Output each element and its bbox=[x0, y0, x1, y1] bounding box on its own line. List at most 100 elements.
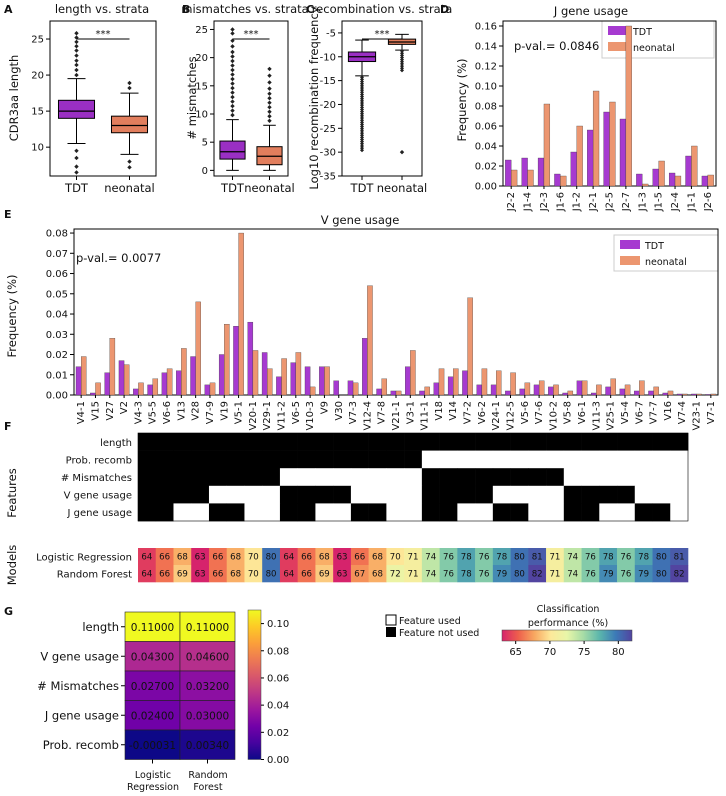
feature-cell bbox=[581, 433, 600, 451]
bar-neonatal-V13 bbox=[181, 348, 187, 396]
importance-cell bbox=[124, 729, 181, 760]
outlier-point bbox=[400, 68, 404, 73]
x-tick-label: neonatal bbox=[104, 181, 155, 195]
outlier-point bbox=[74, 39, 79, 45]
score-value: 82 bbox=[674, 570, 685, 580]
bar-TDT-V7-9 bbox=[204, 384, 211, 396]
feature-cell bbox=[333, 503, 352, 522]
feature-cell bbox=[191, 485, 210, 504]
bar-neonatal-J1-4 bbox=[527, 169, 534, 187]
g-row-label: # Mismatches bbox=[37, 679, 119, 693]
score-value: 74 bbox=[425, 570, 436, 580]
score-cell bbox=[315, 548, 334, 566]
feature-cell bbox=[138, 468, 157, 487]
feature-cell bbox=[563, 503, 582, 522]
x-tick-label: V5-1 bbox=[234, 401, 245, 424]
bar-TDT-V4-1 bbox=[75, 366, 82, 396]
outlier-point bbox=[74, 170, 79, 175]
x-tick-label: V5-8 bbox=[563, 401, 574, 424]
feature-cell bbox=[510, 450, 529, 469]
importance-value: 0.00340 bbox=[186, 740, 229, 752]
score-cell bbox=[279, 565, 298, 583]
feature-cell bbox=[528, 503, 547, 522]
x-tick-label: J2-2 bbox=[506, 192, 517, 212]
feature-cell bbox=[528, 468, 547, 487]
feature-cell bbox=[333, 433, 352, 451]
feature-cell bbox=[528, 485, 547, 504]
score-cell bbox=[670, 565, 689, 583]
outlier-point bbox=[267, 86, 272, 91]
feature-cell bbox=[421, 485, 440, 504]
score-cell bbox=[617, 548, 636, 566]
outlier-point bbox=[230, 27, 235, 32]
outlier-point bbox=[230, 85, 235, 91]
bar-neonatal-V28 bbox=[195, 301, 201, 396]
feature-cell bbox=[208, 450, 228, 469]
score-cell bbox=[634, 548, 653, 566]
outlier-point bbox=[127, 159, 132, 164]
feature-cell bbox=[617, 450, 636, 469]
feature-cell bbox=[155, 503, 174, 522]
y-tick-label: 10 bbox=[31, 143, 44, 154]
score-value: 79 bbox=[603, 570, 614, 580]
bar-TDT-V7-7 bbox=[648, 390, 654, 396]
feature-cell bbox=[138, 450, 157, 469]
feature-cell bbox=[617, 433, 636, 451]
feature-cell bbox=[421, 450, 440, 469]
bar-neonatal-J1-3 bbox=[642, 183, 649, 187]
score-value: 76 bbox=[478, 553, 489, 563]
bar-TDT-V7-8 bbox=[376, 388, 382, 396]
bar-TDT-J2-6 bbox=[701, 175, 708, 187]
score-value: 71 bbox=[549, 570, 560, 580]
bar-neonatal-J2-1 bbox=[592, 90, 600, 187]
bar-neonatal-V18 bbox=[438, 368, 445, 396]
feature-cell bbox=[279, 485, 298, 504]
feature-cell bbox=[581, 485, 600, 504]
feature-cell bbox=[634, 503, 653, 522]
outlier-point bbox=[74, 35, 79, 40]
feature-cell bbox=[652, 450, 671, 469]
feature-cell bbox=[138, 433, 157, 451]
feature-cell bbox=[581, 450, 600, 469]
x-tick-label: V6-6 bbox=[162, 401, 173, 424]
y-tick-label: 0.12 bbox=[475, 62, 497, 73]
bar-neonatal-V5-6 bbox=[524, 382, 531, 396]
x-tick-label: J2-5 bbox=[605, 192, 616, 212]
feature-cell bbox=[457, 433, 476, 451]
score-cell bbox=[368, 548, 387, 566]
feature-cell bbox=[546, 433, 565, 451]
x-tick-label: J2-3 bbox=[539, 192, 550, 212]
y-axis-label-b: # mismatches bbox=[185, 56, 199, 139]
x-tick-label: V5-6 bbox=[520, 401, 531, 424]
score-value: 74 bbox=[425, 553, 436, 563]
feature-cell bbox=[492, 468, 511, 487]
score-value: 76 bbox=[478, 570, 489, 580]
score-cell bbox=[563, 565, 582, 583]
panel-label-a: A bbox=[4, 3, 13, 16]
outlier-point bbox=[360, 109, 364, 114]
outlier-point bbox=[230, 108, 235, 113]
feature-label: J gene usage bbox=[67, 508, 132, 519]
feature-cell bbox=[528, 450, 547, 469]
x-tick-label: V25-1 bbox=[606, 401, 617, 431]
importance-cell bbox=[179, 700, 236, 731]
outlier-point bbox=[230, 94, 235, 100]
x-tick-label: V18 bbox=[434, 401, 445, 421]
bar-TDT-V25-1 bbox=[605, 386, 611, 396]
feature-cell bbox=[262, 433, 281, 451]
x-tick-label: V21-1 bbox=[391, 401, 402, 431]
score-cell bbox=[581, 565, 600, 583]
performance-colorbar bbox=[501, 629, 633, 642]
score-value: 63 bbox=[195, 570, 206, 580]
score-value: 82 bbox=[532, 570, 543, 580]
feature-cell bbox=[244, 503, 263, 522]
feature-cell bbox=[670, 468, 689, 487]
outlier-point bbox=[360, 79, 364, 84]
feature-cell bbox=[368, 433, 387, 451]
score-cell bbox=[279, 548, 298, 566]
score-value: 68 bbox=[230, 570, 241, 580]
outlier-point bbox=[400, 51, 404, 56]
score-cell bbox=[670, 548, 689, 566]
bar-neonatal-V9 bbox=[324, 366, 330, 396]
